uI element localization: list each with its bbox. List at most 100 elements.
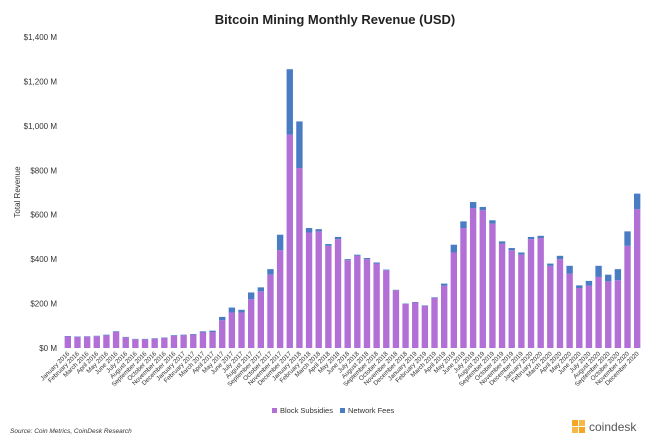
- bar-network-fees: [238, 309, 245, 313]
- bar-network-fees: [315, 229, 322, 232]
- bar-network-fees: [344, 259, 351, 261]
- bar-block-subsidies: [518, 254, 525, 348]
- bar-block-subsidies: [141, 339, 149, 348]
- bar-block-subsidies: [633, 209, 641, 348]
- bar-block-subsidies: [257, 291, 265, 348]
- bar-network-fees: [440, 283, 448, 286]
- source-note: Source: Coin Metrics, CoinDesk Research: [10, 428, 132, 435]
- bar-network-fees: [267, 269, 274, 275]
- bar-block-subsidies: [431, 298, 438, 348]
- y-tick-label: $1,400 M: [24, 33, 58, 42]
- bar-network-fees: [209, 330, 216, 332]
- bar-block-subsidies: [151, 338, 158, 348]
- bar-block-subsidies: [402, 304, 409, 348]
- bar-network-fees: [537, 235, 544, 239]
- bar-block-subsidies: [469, 208, 477, 348]
- bar-block-subsidies: [585, 285, 593, 348]
- bar-network-fees: [286, 69, 293, 135]
- bar-block-subsidies: [614, 280, 622, 348]
- y-tick-label: $0 M: [39, 344, 57, 353]
- legend-label: Network Fees: [348, 406, 395, 415]
- bar-network-fees: [479, 206, 486, 211]
- bar-block-subsidies: [363, 259, 371, 348]
- bar-block-subsidies: [219, 320, 226, 348]
- brand-name: coindesk: [589, 420, 637, 434]
- bars: [64, 69, 641, 349]
- bar-block-subsidies: [576, 288, 583, 348]
- bar-block-subsidies: [624, 245, 631, 348]
- bar-block-subsidies: [460, 228, 467, 348]
- bar-block-subsidies: [508, 250, 515, 348]
- bar-network-fees: [595, 265, 602, 277]
- bar-network-fees: [498, 241, 506, 244]
- bar-network-fees: [103, 334, 110, 336]
- bar-block-subsidies: [373, 263, 380, 348]
- bar-network-fees: [624, 231, 631, 246]
- bar-network-fees: [325, 244, 332, 246]
- bar-block-subsidies: [605, 281, 612, 348]
- bar-block-subsidies: [595, 276, 602, 348]
- y-tick-label: $200 M: [30, 300, 57, 309]
- bar-block-subsidies: [305, 232, 313, 348]
- bar-block-subsidies: [421, 305, 429, 348]
- bar-network-fees: [518, 252, 525, 255]
- bar-block-subsidies: [547, 265, 554, 348]
- bar-block-subsidies: [344, 260, 351, 348]
- bar-block-subsidies: [74, 336, 81, 348]
- bar-block-subsidies: [93, 336, 100, 348]
- bar-block-subsidies: [440, 285, 448, 348]
- coindesk-icon: [572, 420, 585, 433]
- y-tick-label: $600 M: [30, 211, 57, 220]
- chart-title: Bitcoin Mining Monthly Revenue (USD): [215, 12, 456, 27]
- bar-block-subsidies: [238, 312, 245, 348]
- bar-block-subsidies: [112, 332, 120, 348]
- bar-block-subsidies: [199, 332, 207, 348]
- legend-swatch: [272, 408, 277, 413]
- bar-block-subsidies: [247, 299, 255, 348]
- bar-network-fees: [605, 274, 612, 282]
- y-tick-label: $800 M: [30, 166, 57, 175]
- bar-block-subsidies: [498, 243, 506, 348]
- bar-network-fees: [508, 248, 515, 251]
- bar-block-subsidies: [392, 290, 400, 348]
- bar-block-subsidies: [228, 312, 236, 348]
- bar-block-subsidies: [383, 270, 390, 348]
- bar-block-subsidies: [334, 239, 342, 348]
- bar-network-fees: [566, 265, 573, 274]
- bar-network-fees: [527, 236, 535, 240]
- legend: Block Subsidies Network Fees: [272, 406, 395, 415]
- bar-block-subsidies: [161, 338, 168, 348]
- bar-network-fees: [576, 285, 583, 289]
- bar-block-subsidies: [103, 335, 110, 348]
- bar-block-subsidies: [556, 259, 564, 348]
- bar-network-fees: [354, 254, 361, 256]
- bar-block-subsidies: [64, 336, 72, 348]
- bar-block-subsidies: [354, 255, 361, 348]
- brand-logo: coindesk: [572, 420, 637, 434]
- bar-network-fees: [199, 331, 207, 333]
- bar-network-fees: [614, 269, 622, 281]
- bar-block-subsidies: [190, 334, 197, 348]
- bar-network-fees: [450, 244, 458, 253]
- bar-block-subsidies: [527, 239, 535, 348]
- bar-block-subsidies: [450, 252, 458, 348]
- bar-block-subsidies: [296, 168, 303, 348]
- bar-network-fees: [373, 262, 380, 264]
- bar-network-fees: [112, 331, 120, 333]
- bar-network-fees: [296, 121, 303, 169]
- legend-swatch: [340, 408, 345, 413]
- y-tick-label: $1,200 M: [24, 77, 58, 86]
- bar-network-fees: [228, 307, 236, 313]
- bar-block-subsidies: [132, 339, 139, 348]
- bar-network-fees: [460, 221, 467, 229]
- bar-network-fees: [431, 297, 438, 299]
- bar-network-fees: [276, 234, 284, 251]
- bar-network-fees: [180, 334, 187, 336]
- bar-block-subsidies: [180, 335, 187, 348]
- bar-block-subsidies: [170, 335, 178, 348]
- bar-network-fees: [190, 334, 197, 335]
- bar-network-fees: [556, 255, 564, 260]
- bar-block-subsidies: [83, 336, 91, 348]
